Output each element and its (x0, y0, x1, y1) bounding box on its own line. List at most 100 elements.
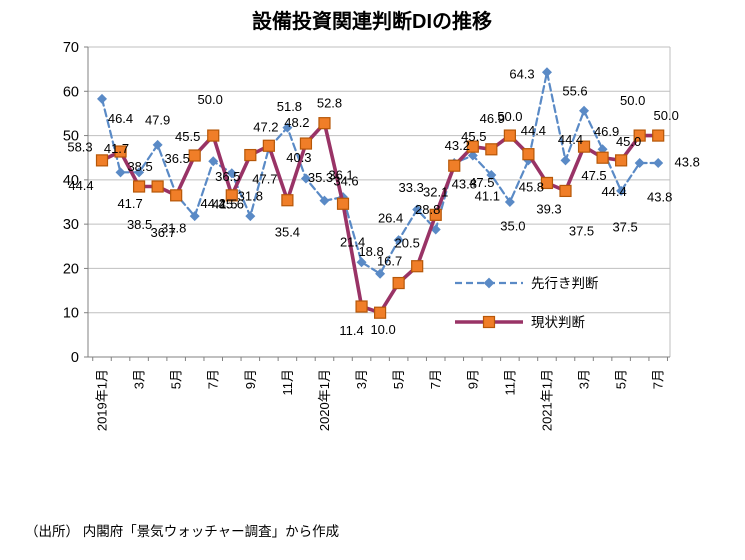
outlook-data-label: 28.8 (415, 202, 440, 217)
current-square-marker (429, 208, 442, 221)
outlook-diamond-marker (634, 158, 645, 169)
outlook-diamond-marker (115, 167, 126, 178)
outlook-diamond-marker (412, 204, 423, 215)
x-axis-tick-labels: 2019年1月 3月 5月 7月 9月 11月 2020年1月 3月 5月 7月 9月 11月 2021… (95, 369, 666, 431)
current-data-label: 45.5 (175, 129, 200, 144)
y-tick-label: 30 (63, 217, 79, 233)
current-square-marker (540, 176, 554, 190)
current-square-marker (188, 149, 201, 162)
x-tick-label: 3月 (132, 369, 147, 389)
legend-item-outlook[interactable]: 先行き判断 (455, 276, 599, 291)
current-square-marker (411, 260, 424, 273)
legend-item-current[interactable]: 現状判断 (455, 315, 585, 330)
axes (84, 46, 670, 361)
y-tick-label: 50 (63, 129, 79, 145)
outlook-diamond-marker (97, 93, 107, 104)
current-square-marker (299, 137, 313, 150)
current-data-label: 45.0 (616, 134, 641, 149)
current-data-label: 34.6 (333, 173, 358, 188)
legend-label-current: 現状判断 (531, 315, 585, 330)
outlook-diamond-marker (560, 155, 571, 166)
current-square-marker (114, 145, 127, 158)
current-square-marker (522, 148, 535, 161)
outlook-diamond-marker (189, 211, 200, 222)
current-square-marker (170, 189, 183, 202)
outlook-diamond-marker (319, 195, 330, 206)
current-data-label: 50.0 (620, 93, 645, 108)
outlook-diamond-marker (375, 268, 386, 279)
outlook-diamond-marker (541, 67, 552, 78)
current-square-marker (652, 129, 665, 142)
outlook-data-label: 41.7 (117, 196, 142, 211)
current-square-marker (503, 129, 516, 142)
outlook-diamond-marker (467, 150, 478, 161)
outlook-data-label: 51.8 (277, 99, 302, 114)
current-data-label: 44.4 (68, 178, 93, 193)
current-data-label: 45.6 (219, 197, 244, 212)
current-data-label: 32.1 (423, 184, 448, 199)
source-note: （出所） 内閣府「景気ウォッチャー調査」から作成 (25, 524, 339, 539)
outlook-data-label: 47.2 (253, 120, 278, 135)
current-data-label: 50.0 (497, 109, 522, 124)
series-lines (95, 67, 665, 319)
outlook-data-label: 18.8 (358, 244, 383, 259)
current-square-marker (596, 151, 609, 164)
x-tick-label: 9月 (243, 369, 258, 389)
x-tick-label: 3月 (354, 369, 369, 389)
outlook-diamond-marker (152, 139, 163, 150)
x-tick-label: 11月 (280, 369, 295, 396)
square-marker-icon (482, 315, 496, 329)
outlook-data-label: 31.8 (238, 189, 263, 204)
legend-label-outlook: 先行き判断 (531, 276, 599, 291)
outlook-diamond-marker (208, 156, 219, 167)
outlook-diamond-marker (616, 185, 627, 196)
current-square-marker (207, 129, 220, 142)
x-tick-label: 5月 (169, 369, 184, 389)
current-data-label: 50.0 (654, 108, 679, 123)
outlook-data-label: 44.4 (558, 132, 583, 147)
x-tick-label: 2020年1月 (317, 369, 332, 431)
current-square-marker (132, 180, 146, 193)
outlook-data-label: 36.7 (151, 225, 176, 240)
current-square-marker (151, 180, 164, 193)
current-data-label: 39.3 (536, 202, 561, 217)
current-data-label: 45.8 (519, 180, 544, 195)
current-data-label: 46.4 (108, 111, 133, 126)
outlook-diamond-marker (134, 167, 145, 178)
x-tick-label: 2021年1月 (539, 369, 554, 431)
current-data-label: 46.9 (480, 111, 505, 126)
current-data-label: 11.4 (339, 323, 363, 338)
outlook-data-label: 55.6 (562, 83, 587, 98)
current-data-label: 47.5 (469, 175, 494, 190)
x-tick-label: 7月 (206, 369, 221, 389)
current-data-label: 38.5 (127, 159, 152, 174)
outlook-data-label: 43.8 (675, 155, 700, 170)
current-square-marker (281, 194, 294, 207)
current-data-label: 10.0 (370, 322, 395, 337)
outlook-diamond-marker (356, 257, 367, 268)
x-tick-label: 2019年1月 (95, 369, 110, 431)
current-data-label: 50.0 (198, 92, 223, 107)
outlook-diamond-marker (486, 169, 497, 180)
outlook-data-label: 41.1 (475, 189, 500, 204)
y-axis-tick-labels: 0 10 20 30 40 50 60 70 (63, 40, 79, 366)
outlook-data-label: 41.5 (212, 197, 237, 212)
outlook-diamond-marker (282, 122, 293, 133)
outlook-diamond-marker (226, 168, 237, 179)
current-square-marker (355, 300, 368, 313)
data-labels: 58.3 41.741.747.936.731.844.241.531.847.2… (67, 67, 700, 338)
outlook-data-label: 26.4 (378, 211, 403, 226)
current-data-label: 47.5 (581, 168, 606, 183)
y-tick-label: 60 (63, 84, 79, 100)
x-tick-label: 5月 (614, 369, 629, 389)
outlook-data-label: 31.8 (161, 221, 186, 236)
outlook-data-label: 41.7 (104, 141, 129, 156)
outlook-diamond-marker (300, 173, 311, 184)
outlook-diamond-marker (504, 197, 515, 207)
outlook-data-label: 21.4 (340, 235, 365, 250)
outlook-data-label: 35.3 (308, 170, 333, 185)
y-tick-label: 20 (63, 261, 79, 277)
current-square-marker (448, 159, 461, 172)
current-data-label: 47.7 (252, 171, 277, 186)
current-square-marker (392, 276, 405, 290)
